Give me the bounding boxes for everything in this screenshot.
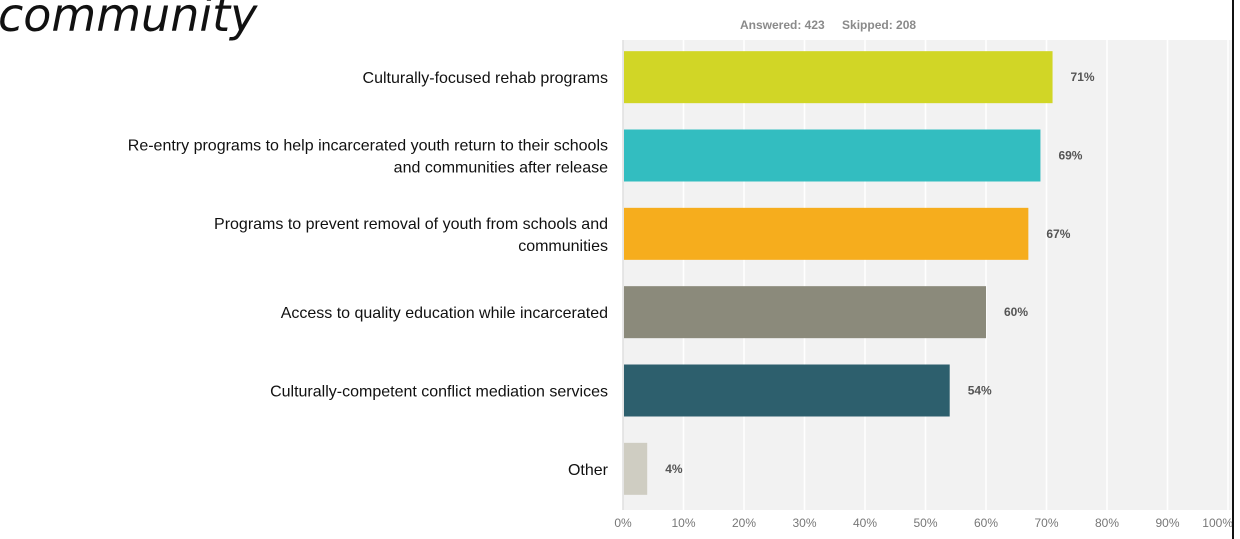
gridlines [622, 40, 1229, 510]
frame-border [1232, 0, 1234, 539]
category-label: Programs to prevent removal of youth fro… [214, 216, 608, 233]
response-stats: Answered: 423 Skipped: 208 [740, 18, 930, 32]
data-label: 69% [1058, 149, 1082, 163]
category-labels: Culturally-focused rehab programs Re-entr… [128, 70, 609, 479]
answered-count: Answered: 423 [740, 18, 825, 32]
x-tick-label: 80% [1095, 516, 1119, 530]
bar [624, 364, 950, 417]
bar [624, 51, 1053, 104]
category-label: Other [568, 462, 609, 479]
data-label: 60% [1004, 305, 1028, 319]
data-label: 4% [665, 462, 683, 476]
data-label: 71% [1071, 70, 1095, 84]
x-tick-label: 10% [671, 516, 695, 530]
bar [624, 286, 986, 339]
bars [624, 51, 1053, 495]
x-tick-label: 70% [1034, 516, 1058, 530]
category-label: communities [518, 238, 608, 255]
bar [624, 442, 648, 495]
x-tick-label: 20% [732, 516, 756, 530]
category-label: Re-entry programs to help incarcerated y… [128, 138, 608, 155]
plot-background [623, 40, 1232, 510]
bar [624, 207, 1029, 260]
x-axis-ticks: 0% 10% 20% 30% 40% 50% 60% 70% 80% 90% 100% [614, 516, 1233, 530]
x-tick-label: 30% [792, 516, 816, 530]
x-tick-label: 0% [614, 516, 632, 530]
data-label: 67% [1046, 227, 1070, 241]
x-tick-label: 60% [974, 516, 998, 530]
category-label: Culturally-competent conflict mediation … [270, 384, 608, 401]
category-label: Culturally-focused rehab programs [363, 70, 608, 87]
x-tick-label: 50% [913, 516, 937, 530]
bar [624, 129, 1041, 182]
skipped-count: Skipped: 208 [842, 18, 917, 32]
x-tick-label: 100% [1202, 516, 1233, 530]
category-label: and communities after release [394, 160, 608, 177]
x-tick-label: 90% [1155, 516, 1179, 530]
plot-area [623, 40, 1232, 510]
category-label: Access to quality education while incarc… [281, 305, 608, 322]
page-title: community [0, 0, 258, 42]
x-tick-label: 40% [853, 516, 877, 530]
data-label: 54% [968, 384, 992, 398]
value-labels: 71% 69% 67% 60% 54% 4% [665, 70, 1095, 476]
